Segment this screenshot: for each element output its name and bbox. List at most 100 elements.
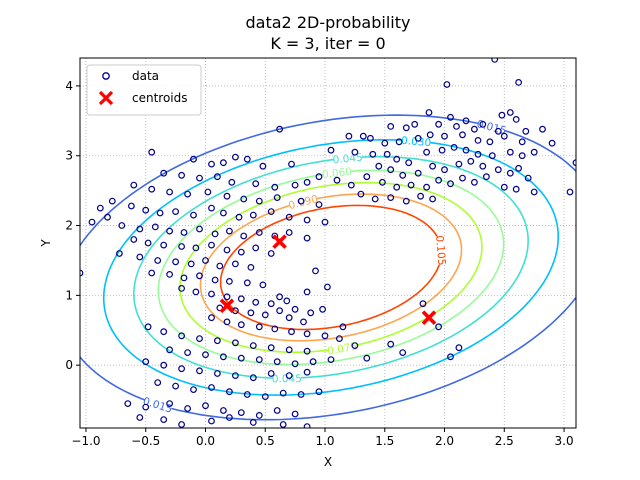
legend-data-label: data	[132, 69, 159, 83]
data-point	[387, 122, 395, 130]
contour-lines	[80, 114, 576, 421]
data-point	[223, 318, 231, 326]
data-point	[488, 152, 496, 160]
data-point	[219, 159, 227, 167]
data-point	[276, 125, 284, 133]
data-point	[321, 332, 329, 340]
centroid-marker	[272, 234, 287, 249]
data-point	[204, 188, 212, 196]
data-point	[399, 349, 407, 357]
data-point	[88, 218, 96, 226]
data-point	[184, 405, 192, 412]
data-point	[285, 213, 293, 221]
data-point	[178, 171, 186, 179]
data-point	[259, 281, 267, 289]
data-point	[288, 328, 295, 336]
data-point	[319, 305, 327, 313]
data-point	[273, 194, 281, 202]
data-point	[267, 300, 275, 308]
data-point	[423, 183, 431, 191]
data-point	[494, 127, 502, 135]
data-point	[223, 293, 231, 301]
data-point	[130, 181, 138, 189]
x-tick-label: 1.5	[375, 434, 394, 448]
data-point	[130, 236, 138, 243]
data-point	[216, 262, 224, 270]
contour-label-bg	[142, 394, 174, 415]
data-point	[196, 335, 203, 343]
data-point	[512, 115, 520, 123]
data-point	[375, 162, 383, 170]
data-point	[243, 155, 251, 163]
data-point	[303, 368, 311, 376]
data-point	[202, 402, 209, 410]
data-point	[486, 138, 494, 146]
data-point	[429, 162, 437, 170]
chart-title: data2 2D-probability	[246, 13, 411, 32]
data-point	[178, 285, 186, 292]
data-point	[303, 347, 311, 355]
contour-label-bg	[322, 164, 352, 181]
data-point	[208, 204, 215, 212]
data-point	[450, 143, 458, 151]
data-point	[425, 109, 433, 116]
data-point	[80, 269, 84, 277]
contour-line	[157, 169, 505, 366]
data-point	[96, 204, 104, 212]
data-point	[297, 197, 305, 205]
centroid-marker	[219, 298, 235, 314]
data-point	[381, 139, 389, 147]
data-point	[506, 148, 514, 156]
contour-label: 0.105	[433, 235, 447, 266]
data-point	[208, 314, 215, 322]
data-point	[192, 244, 200, 252]
data-point	[285, 346, 293, 354]
data-point	[419, 300, 427, 308]
data-point	[291, 181, 299, 189]
data-point	[399, 171, 407, 179]
data-point	[303, 423, 311, 428]
data-point	[219, 353, 227, 361]
data-point	[154, 379, 162, 387]
legend-centroid-label: centroids	[132, 91, 188, 105]
data-point	[402, 124, 410, 132]
data-point	[303, 288, 311, 296]
data-point	[530, 188, 538, 196]
data-point	[249, 211, 257, 219]
data-point	[231, 372, 239, 380]
data-point	[271, 183, 279, 191]
data-point	[423, 148, 431, 156]
chart-subtitle: K = 3, iter = 0	[270, 34, 385, 53]
data-point	[247, 264, 255, 271]
data-point	[447, 353, 454, 361]
data-point	[255, 197, 263, 205]
data-point	[518, 138, 526, 146]
data-point	[303, 216, 311, 224]
data-point	[261, 311, 269, 319]
data-point	[267, 370, 275, 377]
data-point	[491, 58, 499, 63]
data-points	[80, 58, 576, 428]
data-point	[288, 160, 295, 168]
data-point	[237, 321, 245, 329]
data-point	[345, 132, 353, 140]
data-point	[136, 253, 144, 261]
data-point	[160, 416, 168, 424]
plot-frame	[79, 57, 577, 429]
data-point	[154, 257, 162, 264]
data-point	[213, 173, 221, 181]
data-point	[267, 208, 275, 216]
contour-label: 0.045	[272, 373, 302, 385]
data-point	[572, 159, 576, 167]
data-point	[291, 410, 299, 418]
data-point	[160, 361, 168, 369]
contour-label: 0.060	[321, 166, 352, 181]
x-tick-label: −0.5	[131, 434, 160, 448]
data-point	[443, 81, 451, 88]
data-point	[379, 178, 386, 186]
contour-line	[219, 204, 443, 331]
data-point	[271, 325, 279, 333]
axis-ticks: −1.0 −0.5 0.0 0.5 1.0 1.5 2.0 2.5 3.0 0 1 2 3 4	[65, 79, 573, 448]
data-point	[435, 120, 443, 128]
